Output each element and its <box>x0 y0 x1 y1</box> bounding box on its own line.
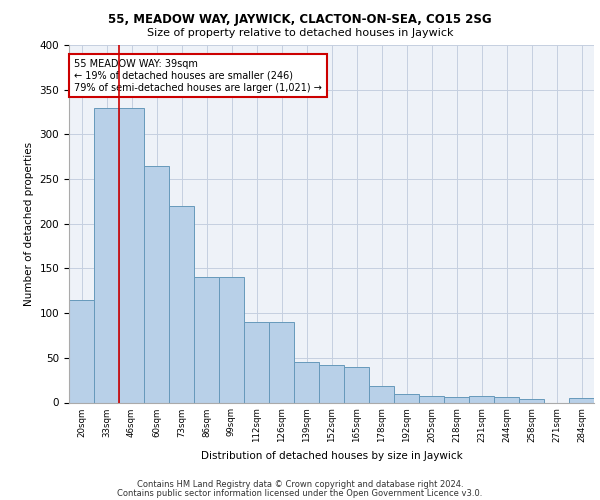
Bar <box>144 166 169 402</box>
Y-axis label: Number of detached properties: Number of detached properties <box>24 142 34 306</box>
Bar <box>294 362 319 403</box>
Bar <box>94 108 119 403</box>
Bar <box>244 322 269 402</box>
Bar <box>444 397 469 402</box>
Bar <box>169 206 194 402</box>
Bar <box>369 386 394 402</box>
Bar <box>119 108 144 403</box>
Bar <box>319 365 344 403</box>
Text: Size of property relative to detached houses in Jaywick: Size of property relative to detached ho… <box>147 28 453 38</box>
Bar <box>219 278 244 402</box>
Bar <box>269 322 294 402</box>
Bar <box>469 396 494 402</box>
X-axis label: Distribution of detached houses by size in Jaywick: Distribution of detached houses by size … <box>200 450 463 460</box>
Bar <box>569 398 594 402</box>
Bar <box>344 367 369 402</box>
Bar <box>419 396 444 402</box>
Text: Contains HM Land Registry data © Crown copyright and database right 2024.: Contains HM Land Registry data © Crown c… <box>137 480 463 489</box>
Bar <box>494 397 519 402</box>
Text: 55, MEADOW WAY, JAYWICK, CLACTON-ON-SEA, CO15 2SG: 55, MEADOW WAY, JAYWICK, CLACTON-ON-SEA,… <box>108 12 492 26</box>
Bar <box>69 300 94 403</box>
Bar <box>194 278 219 402</box>
Bar <box>394 394 419 402</box>
Text: 55 MEADOW WAY: 39sqm
← 19% of detached houses are smaller (246)
79% of semi-deta: 55 MEADOW WAY: 39sqm ← 19% of detached h… <box>74 60 322 92</box>
Text: Contains public sector information licensed under the Open Government Licence v3: Contains public sector information licen… <box>118 488 482 498</box>
Bar <box>519 399 544 402</box>
